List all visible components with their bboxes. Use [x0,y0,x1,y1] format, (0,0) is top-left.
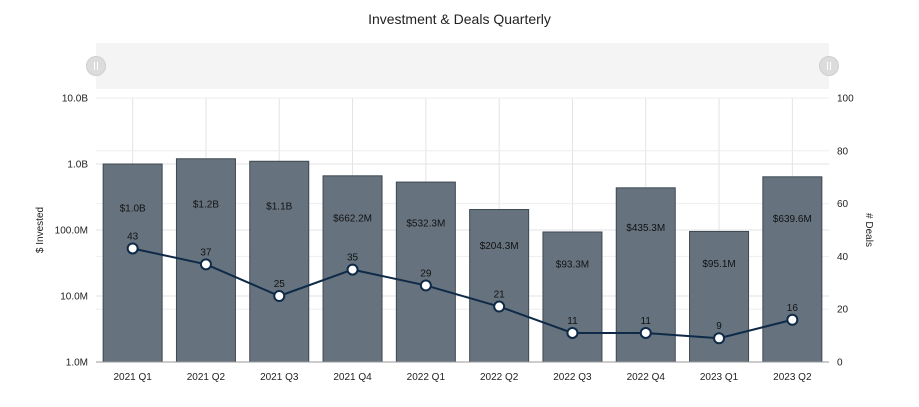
deals-value-label: 35 [347,253,359,264]
bar-value-label: $1.1B [266,201,292,212]
y-left-tick-label: 1.0M [66,358,88,369]
x-tick-label: 2023 Q1 [700,372,739,383]
deals-value-label: 21 [494,290,506,301]
x-tick-label: 2022 Q2 [480,372,519,383]
bar [469,209,530,363]
bar-value-label: $93.3M [556,259,589,270]
deals-point [786,313,799,326]
bar-value-label: $1.2B [193,199,219,210]
y-right-tick-label: 60 [837,199,849,210]
deals-point [566,326,579,339]
deals-point [419,279,432,292]
deals-value-label: 37 [200,247,212,258]
deals-value-label: 9 [716,321,722,332]
x-tick-label: 2021 Q4 [333,372,372,383]
deals-value-label: 29 [420,268,432,279]
y-left-tick-label: 10.0B [62,94,88,105]
y-left-axis-title: $ Invested [35,207,46,253]
x-tick-label: 2021 Q2 [187,372,226,383]
y-right-tick-label: 40 [837,252,849,263]
bar [102,163,163,363]
bar-value-label: $95.1M [702,259,735,270]
deals-point [493,300,506,313]
deals-point [639,326,652,339]
bar-value-label: $204.3M [480,241,519,252]
navigator-left-handle[interactable] [86,56,106,76]
deals-point [199,258,212,271]
range-navigator[interactable] [96,43,829,89]
deals-value-label: 11 [641,316,652,327]
deals-value-label: 16 [787,303,799,314]
deals-point [346,263,359,276]
deals-line [132,247,793,340]
y-right-tick-label: 20 [837,305,849,316]
chart-title: Investment & Deals Quarterly [368,11,551,27]
bar [762,176,823,363]
y-right-tick-label: 80 [837,146,849,157]
bar-value-label: $532.3M [406,218,445,229]
x-tick-label: 2022 Q3 [553,372,592,383]
x-tick-label: 2022 Q4 [627,372,666,383]
bar [395,181,456,363]
x-tick-label: 2022 Q1 [407,372,446,383]
deals-point [126,242,139,255]
deals-value-label: 11 [567,316,578,327]
bar-value-label: $1.0B [120,204,146,215]
deals-point [713,332,726,345]
x-tick-label: 2021 Q1 [113,372,152,383]
deals-point [273,290,286,302]
x-tick-label: 2023 Q2 [773,372,812,383]
navigator-right-handle[interactable] [819,56,839,76]
y-right-tick-label: 100 [837,94,854,105]
y-left-tick-label: 1.0B [67,160,88,171]
deals-value-label: 25 [274,279,286,290]
y-left-tick-label: 10.0M [60,292,88,303]
x-tick-label: 2021 Q3 [260,372,299,383]
bar-value-label: $639.6M [773,214,812,225]
bar [542,231,603,363]
y-left-tick-label: 100.0M [55,226,88,237]
bar [249,160,310,363]
deals-value-label: 43 [127,231,139,242]
bar-value-label: $435.3M [626,223,665,234]
y-right-axis-title: # Deals [863,213,874,247]
y-right-tick-label: 0 [837,358,843,369]
bar-value-label: $662.2M [333,213,372,224]
